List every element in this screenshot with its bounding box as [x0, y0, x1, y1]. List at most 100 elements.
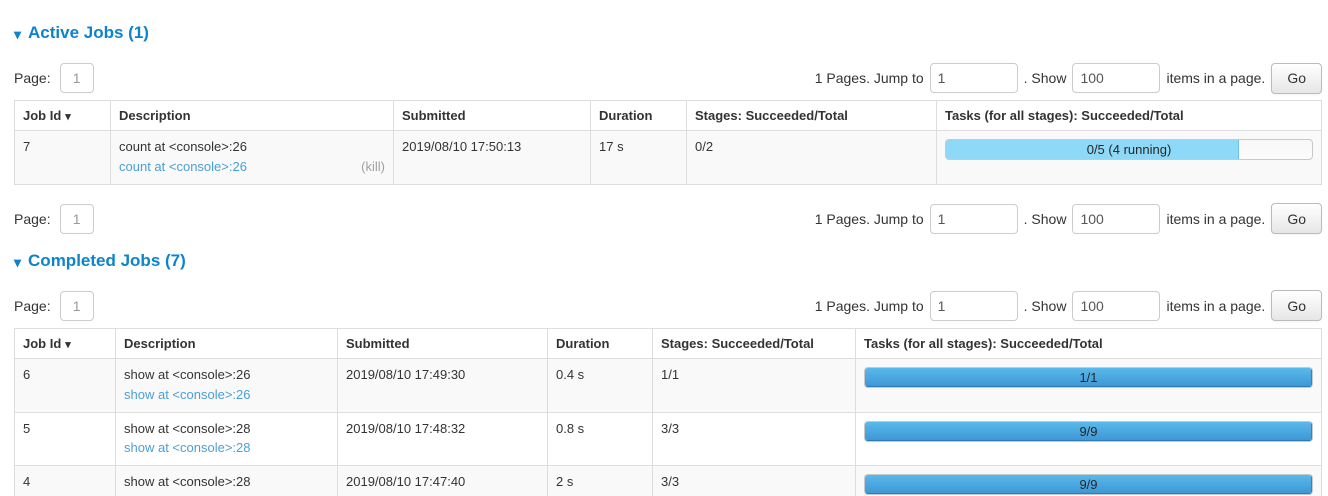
completed-jobs-title: Completed Jobs (7) [28, 250, 186, 270]
go-button[interactable]: Go [1271, 290, 1322, 322]
tasks-progress-label: 0/5 (4 running) [1086, 142, 1172, 157]
completed-jobs-table: Job Id ▾ Description Submitted Duration S… [14, 327, 1322, 496]
submitted-cell: 2019/08/10 17:47:40 [337, 465, 548, 496]
tasks-cell: 0/5 (4 running) [936, 130, 1322, 185]
job-detail-link[interactable]: count at <console>:26 [119, 158, 247, 174]
go-button[interactable]: Go [1271, 62, 1322, 94]
job-id-cell: 5 [14, 411, 116, 467]
jump-to-label: 1 Pages. Jump to [814, 70, 924, 86]
show-label: . Show [1023, 210, 1067, 227]
page-number-button[interactable]: 1 [59, 203, 94, 234]
header-job-id[interactable]: Job Id ▾ [14, 100, 111, 131]
tasks-progress-bar: 9/9 [864, 474, 1313, 496]
sort-arrow-icon: ▾ [65, 338, 71, 351]
duration-cell: 0.8 s [547, 411, 653, 467]
items-in-page-label: items in a page. [1166, 210, 1266, 227]
header-tasks[interactable]: Tasks (for all stages): Succeeded/Total [936, 100, 1322, 131]
active-jobs-title: Active Jobs (1) [28, 23, 149, 42]
jump-to-input[interactable] [929, 63, 1018, 93]
jump-to-input[interactable] [929, 290, 1018, 321]
header-duration[interactable]: Duration [547, 327, 653, 359]
header-submitted[interactable]: Submitted [337, 327, 548, 359]
jump-to-input[interactable] [929, 203, 1018, 234]
job-detail-link[interactable]: show at <console>:26 [124, 386, 251, 402]
header-stages[interactable]: Stages: Succeeded/Total [686, 100, 937, 131]
completed-jobs-header-row: Job Id ▾ Description Submitted Duration S… [14, 327, 1322, 359]
page-number-button[interactable]: 1 [59, 290, 94, 321]
stages-cell: 0/2 [686, 130, 937, 185]
kill-link[interactable]: (kill) [361, 158, 385, 174]
spark-jobs-page: ▾ Active Jobs (1) Page: 1 1 Pages. Jump … [14, 0, 1322, 496]
completed-tasks-bar [865, 475, 1312, 495]
stages-cell: 1/1 [652, 357, 856, 413]
duration-cell: 2 s [547, 465, 653, 496]
job-description: show at <console>:28 [124, 420, 251, 436]
submitted-cell: 2019/08/10 17:48:32 [337, 411, 548, 467]
active-jobs-pagination-bottom: Page: 1 1 Pages. Jump to . Show items in… [14, 203, 1322, 235]
active-jobs-table: Job Id ▾ Description Submitted Duration S… [14, 100, 1322, 185]
stages-cell: 3/3 [652, 465, 856, 496]
tasks-cell: 9/9 [855, 465, 1322, 496]
header-description[interactable]: Description [110, 100, 394, 131]
items-in-page-label: items in a page. [1166, 297, 1266, 314]
tasks-progress-bar: 9/9 [864, 420, 1313, 442]
description-cell: count at <console>:26 count at <console>… [110, 130, 394, 185]
show-label: . Show [1023, 297, 1067, 314]
table-row: 5 show at <console>:28 show at <console>… [14, 411, 1322, 467]
header-duration[interactable]: Duration [590, 100, 687, 131]
tasks-progress-label: 1/1 [1079, 369, 1098, 385]
collapse-arrow-icon: ▾ [14, 253, 22, 270]
jump-to-label: 1 Pages. Jump to [814, 297, 924, 314]
completed-tasks-bar [865, 367, 1312, 387]
job-id-cell: 4 [14, 465, 116, 496]
tasks-progress-label: 9/9 [1079, 477, 1098, 493]
submitted-cell: 2019/08/10 17:50:13 [393, 130, 591, 185]
items-in-page-label: items in a page. [1166, 70, 1266, 86]
go-button[interactable]: Go [1271, 203, 1322, 235]
active-jobs-pagination-top: Page: 1 1 Pages. Jump to . Show items in… [14, 62, 1322, 94]
jump-to-label: 1 Pages. Jump to [814, 210, 924, 227]
table-row: 7 count at <console>:26 count at <consol… [14, 130, 1322, 185]
duration-cell: 17 s [590, 130, 687, 185]
completed-jobs-pagination-top: Page: 1 1 Pages. Jump to . Show items in… [14, 290, 1322, 322]
header-stages[interactable]: Stages: Succeeded/Total [652, 327, 856, 359]
submitted-cell: 2019/08/10 17:49:30 [337, 357, 548, 413]
completed-jobs-heading[interactable]: ▾ Completed Jobs (7) [14, 234, 1322, 271]
job-description: show at <console>:28 [124, 474, 251, 490]
description-cell: show at <console>:28 show at <console>:2… [115, 411, 338, 467]
header-tasks[interactable]: Tasks (for all stages): Succeeded/Total [855, 327, 1322, 359]
duration-cell: 0.4 s [547, 357, 653, 413]
header-job-id[interactable]: Job Id ▾ [14, 327, 116, 359]
job-detail-link[interactable]: show at <console>:28 [124, 494, 250, 496]
table-row: 6 show at <console>:26 show at <console>… [14, 357, 1322, 413]
completed-tasks-bar [865, 421, 1312, 441]
stages-cell: 3/3 [652, 411, 856, 467]
description-cell: show at <console>:28 show at <console>:2… [115, 465, 338, 496]
show-label: . Show [1023, 70, 1067, 86]
job-detail-link[interactable]: show at <console>:28 [124, 440, 251, 456]
active-jobs-heading[interactable]: ▾ Active Jobs (1) [14, 0, 1322, 43]
tasks-progress-label: 9/9 [1079, 423, 1098, 439]
description-cell: show at <console>:26 show at <console>:2… [115, 357, 338, 413]
job-id-cell: 7 [14, 130, 111, 185]
items-per-page-input[interactable] [1072, 203, 1161, 234]
tasks-cell: 9/9 [855, 411, 1322, 467]
items-per-page-input[interactable] [1072, 63, 1161, 93]
tasks-progress-bar: 0/5 (4 running) [945, 139, 1313, 160]
sort-arrow-icon: ▾ [65, 111, 71, 123]
table-row: 4 show at <console>:28 show at <console>… [14, 465, 1322, 496]
tasks-cell: 1/1 [855, 357, 1322, 413]
page-label: Page: [14, 297, 51, 314]
page-label: Page: [14, 210, 51, 227]
running-tasks-bar [946, 140, 1239, 159]
job-id-cell: 6 [14, 357, 116, 413]
page-number-button[interactable]: 1 [59, 63, 94, 93]
job-description: count at <console>:26 [119, 139, 247, 154]
header-submitted[interactable]: Submitted [393, 100, 591, 131]
collapse-arrow-icon: ▾ [14, 26, 22, 42]
active-jobs-header-row: Job Id ▾ Description Submitted Duration S… [14, 100, 1322, 131]
page-label: Page: [14, 70, 51, 86]
items-per-page-input[interactable] [1072, 290, 1161, 321]
header-description[interactable]: Description [115, 327, 338, 359]
job-description: show at <console>:26 [124, 366, 251, 382]
